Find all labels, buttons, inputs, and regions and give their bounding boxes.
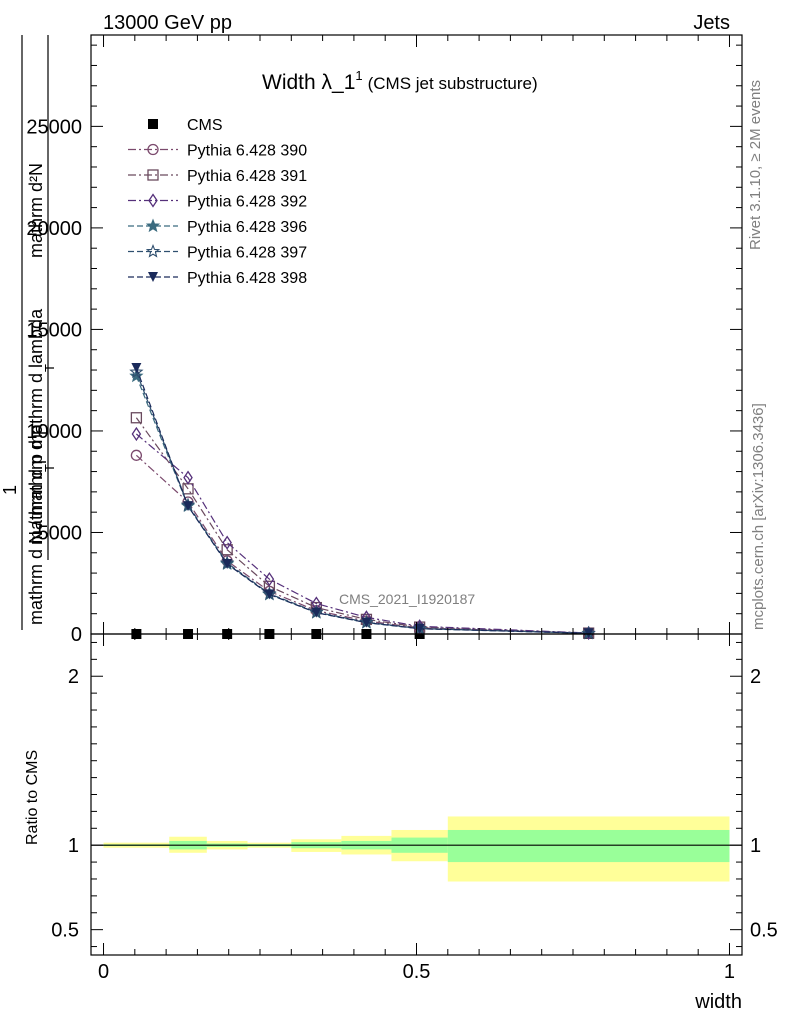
series-3-point-2: [222, 535, 232, 550]
chart-title-main: Width λ_1: [262, 71, 355, 94]
series-6-point-5: [361, 617, 372, 628]
legend: CMS Pythia 6.428 390 Pythia 6.428 391 Pythi…: [128, 117, 307, 287]
y-label-one: 1: [0, 485, 20, 495]
series-3-point-0: [131, 426, 142, 442]
legend-label-2: Pythia 6.428 391: [187, 168, 307, 185]
series-6-point-6: [414, 623, 425, 634]
ratio-y-label: Ratio to CMS: [24, 750, 41, 845]
legend-entry-5: Pythia 6.428 397: [128, 243, 307, 262]
y-tick-label: 25000: [26, 116, 82, 138]
legend-marker-1: [147, 143, 159, 156]
series-2-point-0: [130, 412, 143, 424]
x-axis-label: width: [694, 991, 742, 1013]
series-1-line: [135, 454, 589, 634]
legend-label-1: Pythia 6.428 390: [187, 143, 307, 160]
chart-title: Width λ_11 (CMS jet substructure): [262, 68, 538, 94]
svg-text:Width λ_11(CMS jet substructur: Width λ_11 (CMS jet substructure): [262, 68, 538, 94]
chart-title-sup: 1: [355, 68, 362, 83]
y-tick-label: 5000: [38, 522, 83, 544]
legend-entry-4: Pythia 6.428 396: [128, 218, 307, 236]
series-3-point-3: [264, 572, 275, 587]
x-tick-label: 0.5: [403, 961, 431, 983]
series-6-point-1: [183, 501, 194, 512]
x-tick-label: 1: [724, 961, 735, 983]
legend-marker-4: [145, 218, 161, 233]
header-right: Jets: [693, 12, 730, 34]
y-label-numerator-line2: mathrm d p mathrm d lambda: [26, 308, 46, 545]
legend-label-3: Pythia 6.428 392: [187, 194, 307, 211]
series-4-point-0: [129, 368, 144, 383]
ratio-y-tick-label-right: 1: [750, 835, 761, 857]
main-y-label: mathrm d²N mathrm d p mathrm d lambda T …: [0, 35, 57, 630]
y-label-numerator-sub: T: [42, 364, 57, 372]
series-2-point-2: [221, 544, 233, 556]
header-left: 13000 GeV pp: [103, 12, 232, 34]
legend-marker-0: [148, 119, 158, 129]
rivet-label: Rivet 3.1.10, ≥ 2M events: [747, 80, 764, 250]
y-tick-label: 0: [71, 624, 82, 646]
series-6-line: [135, 367, 589, 634]
ratio-frame: [90, 633, 743, 956]
series-6-point-4: [311, 607, 322, 618]
series-3-point-1: [183, 470, 193, 485]
legend-label-6: Pythia 6.428 398: [187, 270, 307, 287]
y-tick-label: 20000: [26, 218, 82, 240]
y-label-denominator-sub: T: [42, 464, 57, 472]
series-6-point-2: [222, 558, 233, 569]
y-label-numerator-line1: mathrm d²N: [26, 163, 46, 258]
series-2-line: [135, 417, 589, 634]
series-1: [130, 449, 595, 639]
legend-label-5: Pythia 6.428 397: [187, 245, 307, 262]
legend-marker-2: [147, 169, 159, 181]
y-label-denominator: mathrm d N / mathrm d p: [26, 425, 46, 625]
series-6-point-3: [264, 589, 275, 600]
legend-marker-6: [148, 272, 158, 282]
series-6: [131, 363, 594, 639]
legend-entry-1: Pythia 6.428 390: [128, 143, 307, 160]
legend-entry-2: Pythia 6.428 391: [128, 168, 307, 185]
ratio-y-tick-label-right: 2: [750, 666, 761, 688]
legend-marker-5: [145, 243, 161, 258]
legend-entry-6: Pythia 6.428 398: [128, 270, 307, 287]
ratio-y-tick-label-left: 0.5: [51, 920, 79, 942]
ratio-bands: [91, 816, 742, 882]
chart-subtitle: (CMS jet substructure): [368, 74, 538, 93]
axes: 0 0.5 1 0 5000 10000 15000 20000 25000 0.5 0.5 1 1 2 2: [26, 34, 778, 983]
legend-entry-0: CMS: [148, 117, 223, 134]
mcplots-label: mcplots.cern.ch [arXiv:1306.3436]: [750, 403, 767, 630]
x-tick-label: 0: [98, 961, 109, 983]
ratio-y-tick-label-left: 2: [68, 666, 79, 688]
y-tick-label: 10000: [26, 421, 82, 443]
watermark: CMS_2021_I1920187: [339, 591, 475, 607]
series-3-line: [135, 433, 589, 634]
series-1-point-0: [130, 449, 143, 461]
series-6-point-0: [131, 363, 142, 374]
y-tick-label: 15000: [26, 319, 82, 341]
legend-label-0: CMS: [187, 117, 223, 134]
series-3: [131, 426, 594, 641]
series-6-point-7: [583, 628, 594, 639]
legend-label-4: Pythia 6.428 396: [187, 219, 307, 236]
ratio-y-tick-label-left: 1: [68, 835, 79, 857]
ratio-y-tick-label-right: 0.5: [750, 920, 778, 942]
legend-entry-3: Pythia 6.428 392: [128, 193, 307, 211]
series-5-point-0: [129, 364, 144, 379]
ratio-band-1-bin-7: [447, 829, 730, 863]
legend-marker-3: [148, 193, 158, 208]
